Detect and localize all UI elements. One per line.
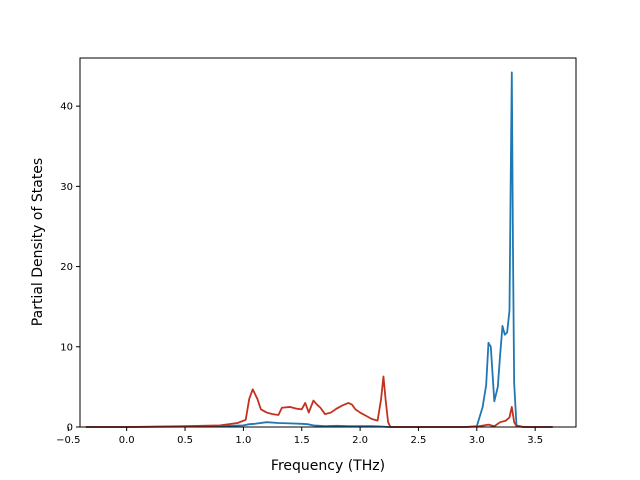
y-tick-label: 40 — [60, 102, 73, 113]
x-axis-label: Frequency (THz) — [271, 458, 385, 474]
y-tick-label: 20 — [60, 262, 73, 273]
series-line-2 — [85, 375, 553, 428]
y-axis-ticks: 0 10 20 30 40 — [60, 102, 80, 434]
x-tick-label: 0.0 — [119, 435, 135, 446]
plot-frame — [79, 57, 577, 428]
y-tick-label: 0 — [67, 423, 73, 434]
x-tick-label: −0.5 — [56, 435, 80, 446]
y-axis-label: Partial Density of States — [30, 158, 46, 326]
x-tick-label: 3.5 — [527, 435, 543, 446]
x-axis-ticks: −0.5 0.0 0.5 1.0 1.5 2.0 2.5 3.0 3.5 — [56, 427, 543, 446]
y-tick-label: 10 — [60, 342, 73, 353]
x-tick-label: 2.0 — [352, 435, 368, 446]
plot-background — [80, 58, 576, 427]
x-tick-label: 0.5 — [177, 435, 193, 446]
y-tick-label: 30 — [60, 182, 73, 193]
x-tick-label: 1.5 — [294, 435, 310, 446]
x-tick-label: 2.5 — [410, 435, 426, 446]
x-tick-label: 3.0 — [469, 435, 485, 446]
x-tick-label: 1.0 — [235, 435, 251, 446]
